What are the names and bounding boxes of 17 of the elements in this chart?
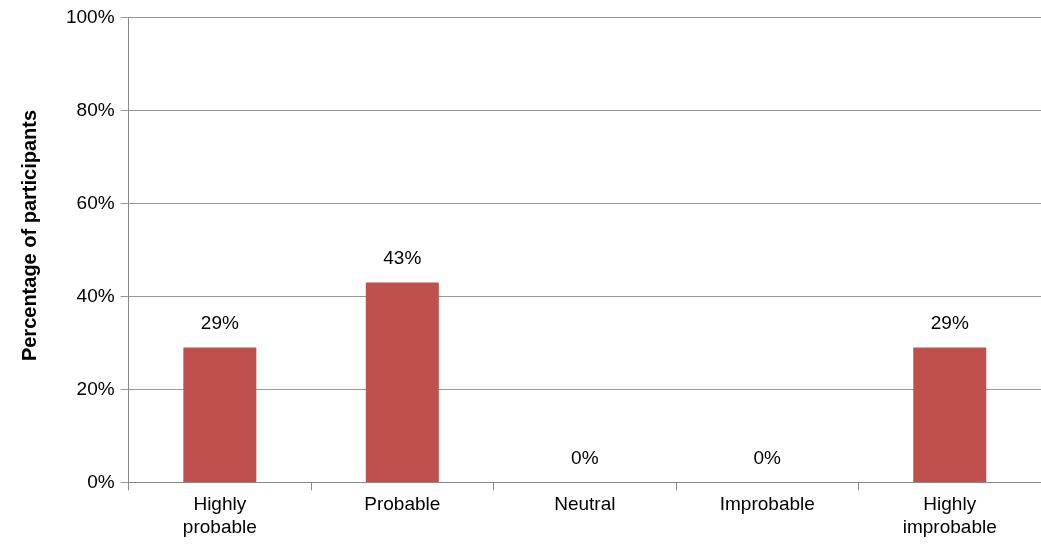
- x-tick-label: Highly improbable: [902, 493, 997, 537]
- x-tick-label: Highly probable: [182, 493, 257, 537]
- x-tick-label: Probable: [364, 493, 441, 515]
- y-tick-label: 60%: [76, 191, 115, 213]
- data-label: 29%: [200, 312, 239, 334]
- y-tick-label: 20%: [76, 377, 115, 399]
- x-tick-label: Neutral: [554, 493, 616, 515]
- data-label: 0%: [571, 447, 599, 469]
- data-label: 43%: [383, 247, 422, 269]
- y-tick-label: 40%: [76, 284, 115, 306]
- data-label: 0%: [753, 447, 782, 469]
- y-tick-label: 80%: [76, 98, 115, 120]
- y-tick-label: 100%: [65, 5, 115, 27]
- data-label: 29%: [930, 312, 969, 334]
- y-tick-label: 0%: [87, 470, 115, 492]
- y-axis-title: Percentage of participants: [18, 109, 42, 361]
- x-tick-label: Improbable: [719, 493, 815, 515]
